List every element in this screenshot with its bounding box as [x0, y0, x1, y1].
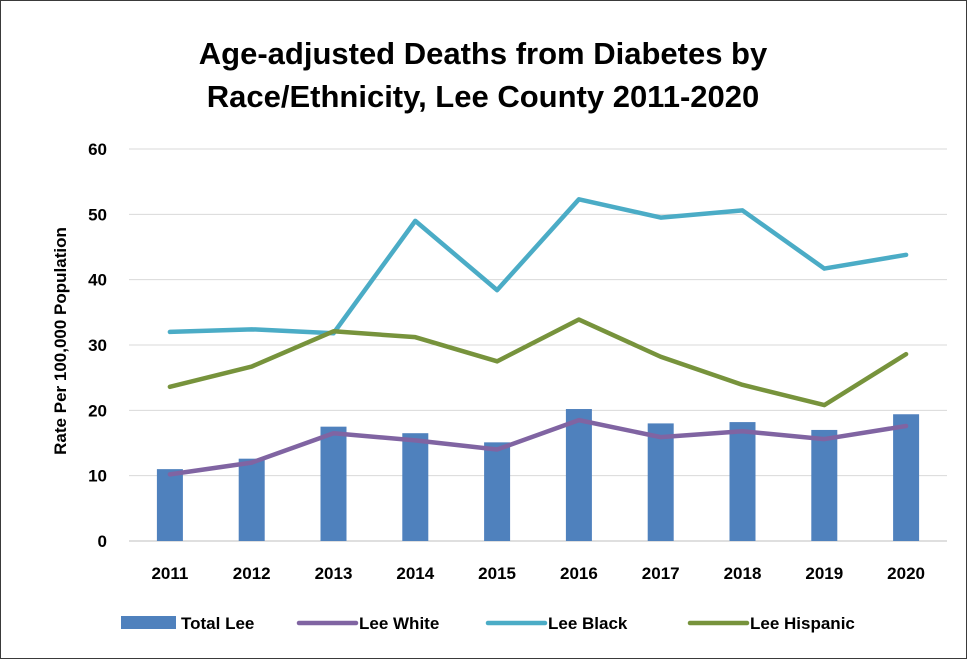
y-tick-label: 50: [88, 205, 107, 224]
x-tick-label-2012: 2012: [233, 564, 271, 583]
x-tick-label-2014: 2014: [396, 564, 434, 583]
legend: Total Lee Lee White Lee Black Lee Hispanic: [121, 614, 855, 633]
line-lee-hispanic: [167, 317, 909, 408]
series-lines: [167, 197, 909, 477]
x-tick-label-2013: 2013: [315, 564, 353, 583]
line-lee-black: [167, 197, 909, 336]
y-tick-label: 0: [98, 532, 107, 551]
x-tick-label-2017: 2017: [642, 564, 680, 583]
y-tick-label: 30: [88, 336, 107, 355]
bar-total-lee-2013: [320, 426, 347, 541]
bar-total-lee-2017: [647, 423, 674, 541]
bar-total-lee-2016: [565, 409, 592, 541]
x-tick-label-2020: 2020: [887, 564, 925, 583]
bar-total-lee-2011: [156, 469, 183, 541]
legend-swatch-total-lee: [121, 616, 176, 629]
y-tick-label: 10: [88, 467, 107, 486]
y-tick-labels: 0 10 20 30 40 50 60: [88, 140, 107, 551]
bar-total-lee-2014: [402, 433, 429, 541]
legend-label-lee-black: Lee Black: [548, 614, 628, 633]
x-tick-label-2011: 2011: [151, 564, 188, 583]
chart-title: Age-adjusted Deaths from Diabetes by Rac…: [199, 36, 768, 114]
bar-total-lee-2015: [484, 442, 511, 541]
x-tick-label-2016: 2016: [560, 564, 598, 583]
gridlines: [129, 148, 947, 542]
chart-title-line-2: Race/Ethnicity, Lee County 2011-2020: [207, 79, 760, 114]
bars-total-lee: [156, 409, 920, 541]
y-tick-label: 40: [88, 271, 107, 290]
x-tick-labels: 2011 2012 2013 2014 2015 2016 2017 2018 2019 2020: [151, 564, 925, 583]
y-tick-label: 60: [88, 140, 107, 159]
bar-total-lee-2018: [729, 422, 756, 541]
x-tick-label-2019: 2019: [805, 564, 843, 583]
x-tick-label-2015: 2015: [478, 564, 516, 583]
x-tick-label-2018: 2018: [724, 564, 762, 583]
legend-label-lee-white: Lee White: [359, 614, 439, 633]
legend-label-lee-hispanic: Lee Hispanic: [750, 614, 855, 633]
bar-total-lee-2020: [893, 414, 920, 541]
y-tick-label: 20: [88, 401, 107, 420]
legend-label-total-lee: Total Lee: [181, 614, 254, 633]
bar-total-lee-2019: [811, 429, 838, 541]
line-lee-white: [167, 417, 909, 477]
chart-title-line-1: Age-adjusted Deaths from Diabetes by: [199, 36, 768, 71]
bar-total-lee-2012: [238, 458, 265, 541]
y-axis-title: Rate Per 100,000 Population: [51, 227, 70, 455]
